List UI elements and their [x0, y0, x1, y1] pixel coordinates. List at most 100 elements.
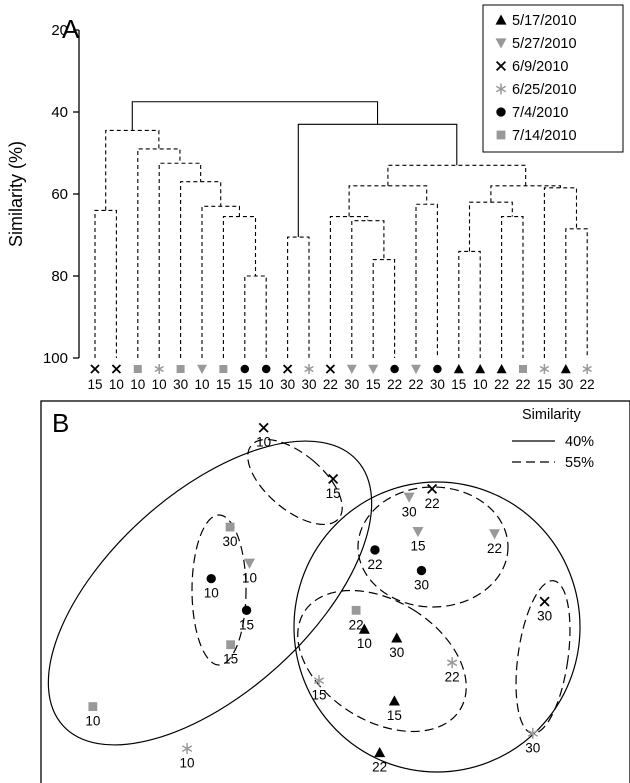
panel-b-frame [40, 400, 630, 783]
leaf-marker [154, 364, 164, 374]
leaf-marker [111, 364, 122, 374]
point-label: 15 [387, 708, 402, 723]
branch-m8 [105, 129, 160, 211]
leaf-label: 15 [216, 377, 231, 392]
panel-label-b: B [52, 408, 69, 438]
panel-label-a: A [62, 14, 80, 44]
leaf-marker [475, 364, 486, 374]
leaf-marker [411, 364, 421, 374]
branch-m23 [131, 101, 379, 131]
cluster-40-left [47, 440, 373, 746]
legend-marker-4 [496, 107, 506, 117]
point-marker [241, 605, 252, 616]
point-label: 30 [414, 578, 429, 593]
point-label: 10 [256, 435, 271, 450]
branch-m12 [329, 216, 369, 358]
y-tick-label-40: 40 [51, 104, 68, 121]
y-tick-label-20: 20 [51, 22, 68, 39]
leaf-label: 15 [537, 377, 552, 392]
point-label: 15 [223, 652, 238, 667]
point-marker [527, 727, 538, 739]
leaf-marker [176, 365, 185, 373]
ordination-panel: B Similarity 40% 55% 10 15 22 30 15 22 22 30 30 1… [40, 400, 630, 783]
leaf-markers [90, 364, 592, 374]
leaf-marker [453, 364, 464, 374]
point-marker [181, 743, 193, 755]
point-label: 30 [389, 645, 404, 660]
point-marker [489, 529, 501, 540]
leaf-marker [133, 365, 142, 373]
branch-m1 [94, 209, 117, 358]
legend-label-0: 5/17/2010 [512, 13, 577, 29]
point-label: 22 [367, 557, 382, 572]
leaf-label: 30 [430, 377, 445, 392]
leaf-marker [390, 364, 399, 374]
leaf-marker [240, 364, 250, 374]
point-marker [403, 492, 415, 503]
point-marker [374, 746, 386, 758]
point-labels: 10 15 22 30 15 22 22 30 30 10 10 15 15 22 10 30 22 15 15 22… [85, 435, 552, 775]
point-label: 10 [85, 714, 100, 729]
branch-m10 [372, 259, 396, 358]
point-label: 22 [445, 670, 460, 685]
point-label: 22 [487, 541, 502, 556]
cluster-40-right [293, 481, 581, 773]
point-marker [88, 702, 98, 711]
point-marker [370, 545, 380, 555]
point-marker [313, 675, 325, 687]
leaf-label: 22 [323, 377, 338, 392]
branch-m14 [348, 185, 428, 217]
point-label: 10 [204, 586, 219, 601]
branch-m13 [415, 203, 438, 358]
leaf-marker [519, 365, 527, 373]
similarity-legend: Similarity 40% 55% [512, 407, 594, 471]
leaf-marker [304, 364, 314, 374]
point-marker [427, 483, 438, 494]
point-label: 15 [326, 486, 341, 501]
leaf-label: 10 [109, 377, 124, 392]
point-label: 15 [410, 539, 425, 554]
leaf-marker [197, 364, 207, 374]
point-label: 22 [349, 617, 364, 632]
leaf-marker [90, 364, 100, 374]
point-marker [416, 565, 427, 576]
legend-marker-2 [495, 60, 507, 72]
leaf-marker [582, 364, 592, 374]
leaf-label: 30 [558, 377, 573, 392]
point-label: 30 [223, 534, 238, 549]
leaf-label: 10 [130, 377, 145, 392]
branch-m6 [158, 162, 202, 358]
legend-marker-5 [496, 130, 506, 140]
point-label: 15 [311, 688, 326, 703]
leaf-label: 15 [366, 377, 381, 392]
leaf-label: 15 [451, 377, 466, 392]
leaf-label: 30 [301, 377, 316, 392]
leaf-label: 22 [387, 377, 402, 392]
leaf-label: 22 [580, 377, 595, 392]
leaf-label: 22 [515, 377, 530, 392]
legend-marker-3 [495, 83, 507, 95]
branch-m15 [458, 250, 481, 358]
leaf-marker [261, 364, 271, 374]
leaf-label: 10 [473, 377, 488, 392]
y-tick-label-100: 100 [43, 350, 68, 367]
leaf-label: 30 [280, 377, 295, 392]
point-label: 30 [525, 740, 540, 755]
point-label: 10 [180, 756, 195, 771]
legend-label-1: 5/27/2010 [512, 36, 577, 52]
legend-label-dashed: 55% [565, 455, 594, 471]
point-label: 30 [537, 609, 552, 624]
branch-m9 [287, 236, 310, 358]
legend-marker-0 [495, 14, 507, 25]
leaf-marker [496, 364, 507, 374]
leaf-marker [219, 365, 228, 373]
point-marker [539, 596, 550, 607]
legend-label-5: 7/14/2010 [512, 128, 577, 144]
leaf-marker [282, 364, 293, 374]
y-tick-label-80: 80 [51, 268, 68, 285]
point-label: 22 [425, 496, 440, 511]
point-label: 15 [239, 617, 254, 632]
point-label: 10 [357, 636, 372, 651]
